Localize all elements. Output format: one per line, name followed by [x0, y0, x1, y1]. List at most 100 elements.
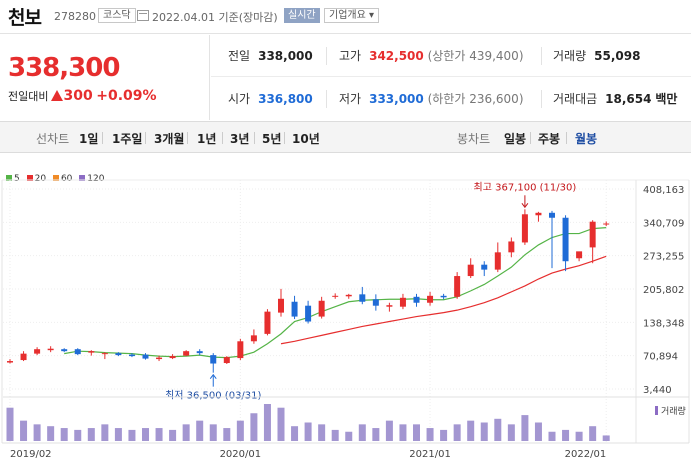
candle-down [481, 264, 488, 270]
amount-stat: 거래대금 18,654 백만 [553, 92, 678, 106]
line-chart-label: 선차트 [36, 132, 70, 146]
tab-3year[interactable]: 3년 [230, 132, 250, 146]
tab-3month[interactable]: 3개월 [154, 132, 185, 146]
y-tick-label: 205,802 [643, 285, 684, 296]
candle-down [562, 217, 569, 262]
price-stats: 전일 338,000 고가 342,500 (상한가 439,400) 거래량 55,… [211, 35, 691, 120]
candle-up [589, 221, 596, 248]
ma5-line [64, 227, 607, 359]
volume-bar [494, 418, 502, 441]
realtime-button[interactable]: 실시간 [284, 8, 320, 23]
volume-bar [453, 424, 461, 441]
candle-down [372, 299, 379, 306]
candle-down [142, 354, 149, 359]
candle-up [535, 212, 542, 216]
market-badge: 코스닥 [98, 8, 136, 23]
volume-legend-swatch [655, 406, 658, 415]
candle-up [264, 311, 271, 334]
high-stat: 고가 342,500 (상한가 439,400) [339, 49, 524, 63]
candle-up [7, 361, 13, 363]
volume-stat: 거래량 55,098 [553, 49, 641, 63]
tab-1year[interactable]: 1년 [197, 132, 217, 146]
divider [326, 90, 327, 108]
volume-bar [575, 431, 583, 441]
volume-bar [128, 429, 136, 441]
volume-bar [250, 413, 258, 441]
up-triangle-icon [51, 90, 64, 101]
candle-down [128, 354, 135, 357]
candle-down [549, 212, 555, 218]
candle-up [169, 356, 176, 359]
divider [541, 47, 542, 65]
volume-bar [142, 428, 149, 441]
high-arrow-head [521, 202, 529, 209]
candle-up [278, 298, 284, 313]
change-label: 전일대비 [8, 90, 49, 103]
volume-bar [521, 415, 529, 441]
candle-chart-label: 봉차트 [457, 132, 491, 146]
tab-10year[interactable]: 10년 [292, 132, 320, 146]
as-of-date: 2022.04.01 기준(장마감) [152, 11, 278, 24]
candle-up [250, 335, 257, 342]
divider [541, 90, 542, 108]
low-stat: 저가 333,000 (하한가 236,600) [339, 92, 524, 106]
low-annotation: 최저 36,500 (03/31) [165, 390, 261, 402]
volume-bar [182, 424, 190, 441]
y-tick-label: 138,348 [643, 318, 684, 329]
price-change: 전일대비 300 +0.09% [8, 88, 157, 104]
x-tick-label: 2021/01 [409, 449, 451, 460]
volume-bar [196, 420, 204, 441]
ma20-line [280, 255, 607, 345]
volume-bar [385, 420, 393, 441]
tab-5year[interactable]: 5년 [262, 132, 282, 146]
volume-bar [480, 422, 488, 441]
volume-bar [318, 424, 326, 441]
candle-up [101, 353, 108, 355]
candle-up [318, 300, 325, 317]
calendar-icon [137, 10, 149, 21]
candle-up [467, 264, 474, 277]
volume-bar [291, 426, 299, 441]
candle-down [210, 355, 217, 364]
candle-down [440, 295, 447, 298]
volume-bar [507, 424, 515, 441]
tab-daily-candle[interactable]: 일봉 [504, 132, 527, 146]
ma60-label: 60 [60, 174, 73, 184]
candle-up [237, 341, 244, 359]
company-info-dropdown[interactable]: 기업개요 ▾ [324, 8, 380, 23]
divider [326, 47, 327, 65]
y-tick-label: 3,440 [643, 385, 672, 396]
candle-up [454, 276, 461, 297]
candle-up [47, 348, 54, 351]
ma-legend: 5 20 60 120 [6, 174, 104, 184]
volume-bar [6, 407, 14, 441]
candle-up [494, 252, 501, 270]
tab-weekly-candle[interactable]: 주봉 [538, 132, 561, 146]
volume-bar [47, 426, 55, 441]
tab-1day[interactable]: 1일 [79, 132, 99, 146]
candle-up [427, 295, 434, 303]
prev-close-stat: 전일 338,000 [228, 49, 313, 63]
change-amount: 300 [63, 88, 93, 104]
y-tick-label: 408,163 [643, 185, 684, 196]
volume-bar [60, 428, 68, 441]
x-tick-label: 2020/01 [220, 449, 262, 460]
candle-up [156, 357, 163, 360]
candle-up [603, 223, 610, 225]
volume-bar [169, 429, 177, 441]
candle-up [34, 349, 41, 354]
volume-bar [399, 424, 407, 441]
candle-down [74, 349, 81, 355]
ma5-swatch [6, 175, 12, 181]
volume-label: 거래량 [661, 405, 686, 417]
ma60-swatch [52, 175, 59, 181]
volume-bar [263, 404, 271, 441]
candle-down [305, 305, 312, 322]
candle-up [88, 351, 95, 353]
tab-monthly-candle[interactable]: 월봉 [575, 132, 598, 146]
price-summary: 338,300 전일대비 300 +0.09% [0, 35, 210, 120]
volume-bar [548, 431, 556, 441]
tab-1week[interactable]: 1주일 [112, 132, 143, 146]
candle-down [291, 301, 298, 317]
